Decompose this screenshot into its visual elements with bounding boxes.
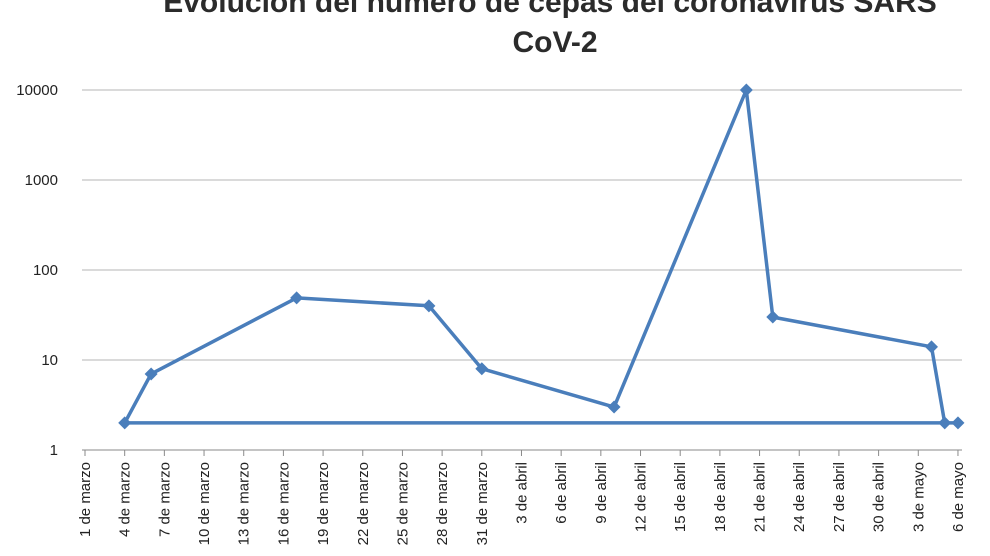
x-tick-label: 31 de marzo xyxy=(474,462,491,545)
data-point-marker xyxy=(938,416,952,430)
x-tick-label: 6 de abril xyxy=(553,462,570,524)
series-line xyxy=(122,88,958,425)
x-tick-label: 7 de marzo xyxy=(156,462,173,537)
x-tick-label: 19 de marzo xyxy=(315,462,332,545)
x-tick-label: 12 de abril xyxy=(633,462,650,532)
x-tick-label: 6 de mayo xyxy=(950,462,967,532)
x-tick-label: 10 de marzo xyxy=(196,462,213,545)
data-point-marker xyxy=(475,362,489,376)
x-tick-label: 18 de abril xyxy=(712,462,729,532)
data-point-marker xyxy=(607,400,621,414)
y-tick-label: 1000 xyxy=(25,172,58,189)
chart-title-line-1: Evolución del número de cepas del corona… xyxy=(163,0,937,19)
x-tick-label: 15 de abril xyxy=(672,462,689,532)
y-tick-label: 100 xyxy=(33,262,58,279)
data-point-marker xyxy=(422,299,436,313)
x-tick-label: 24 de abril xyxy=(791,462,808,532)
y-axis-ticks: 1 10 100 1000 10000 xyxy=(16,82,58,459)
chart-title-line-2: CoV-2 xyxy=(512,26,597,59)
data-point-marker xyxy=(144,367,158,381)
x-tick-label: 13 de marzo xyxy=(236,462,253,545)
gridlines xyxy=(82,89,962,451)
data-point-marker xyxy=(739,83,753,97)
x-tick-label: 4 de marzo xyxy=(117,462,134,537)
x-tick-label: 16 de marzo xyxy=(275,462,292,545)
x-tick-label: 25 de marzo xyxy=(394,462,411,545)
data-point-marker xyxy=(118,416,132,430)
x-tick-label: 1 de marzo xyxy=(77,462,94,537)
data-point-marker xyxy=(951,416,965,430)
data-point-marker xyxy=(290,291,304,305)
x-tick-label: 22 de marzo xyxy=(355,462,372,545)
x-tick-label: 3 de abril xyxy=(513,462,530,524)
y-tick-label: 1 xyxy=(50,442,58,459)
x-tick-label: 21 de abril xyxy=(752,462,769,532)
x-tick-label: 28 de marzo xyxy=(434,462,451,545)
x-tick-label: 27 de abril xyxy=(831,462,848,532)
x-axis: 1 de marzo 4 de marzo 7 de marzo 10 de marz… xyxy=(77,449,967,545)
series-layer xyxy=(118,83,965,430)
x-tick-label: 9 de abril xyxy=(593,462,610,524)
y-tick-label: 10 xyxy=(41,352,58,369)
x-tick-label: 30 de abril xyxy=(871,462,888,532)
data-point-marker xyxy=(925,340,939,354)
data-point-marker xyxy=(766,310,780,324)
x-tick-label: 3 de mayo xyxy=(910,462,927,532)
y-tick-label: 10000 xyxy=(16,82,58,99)
